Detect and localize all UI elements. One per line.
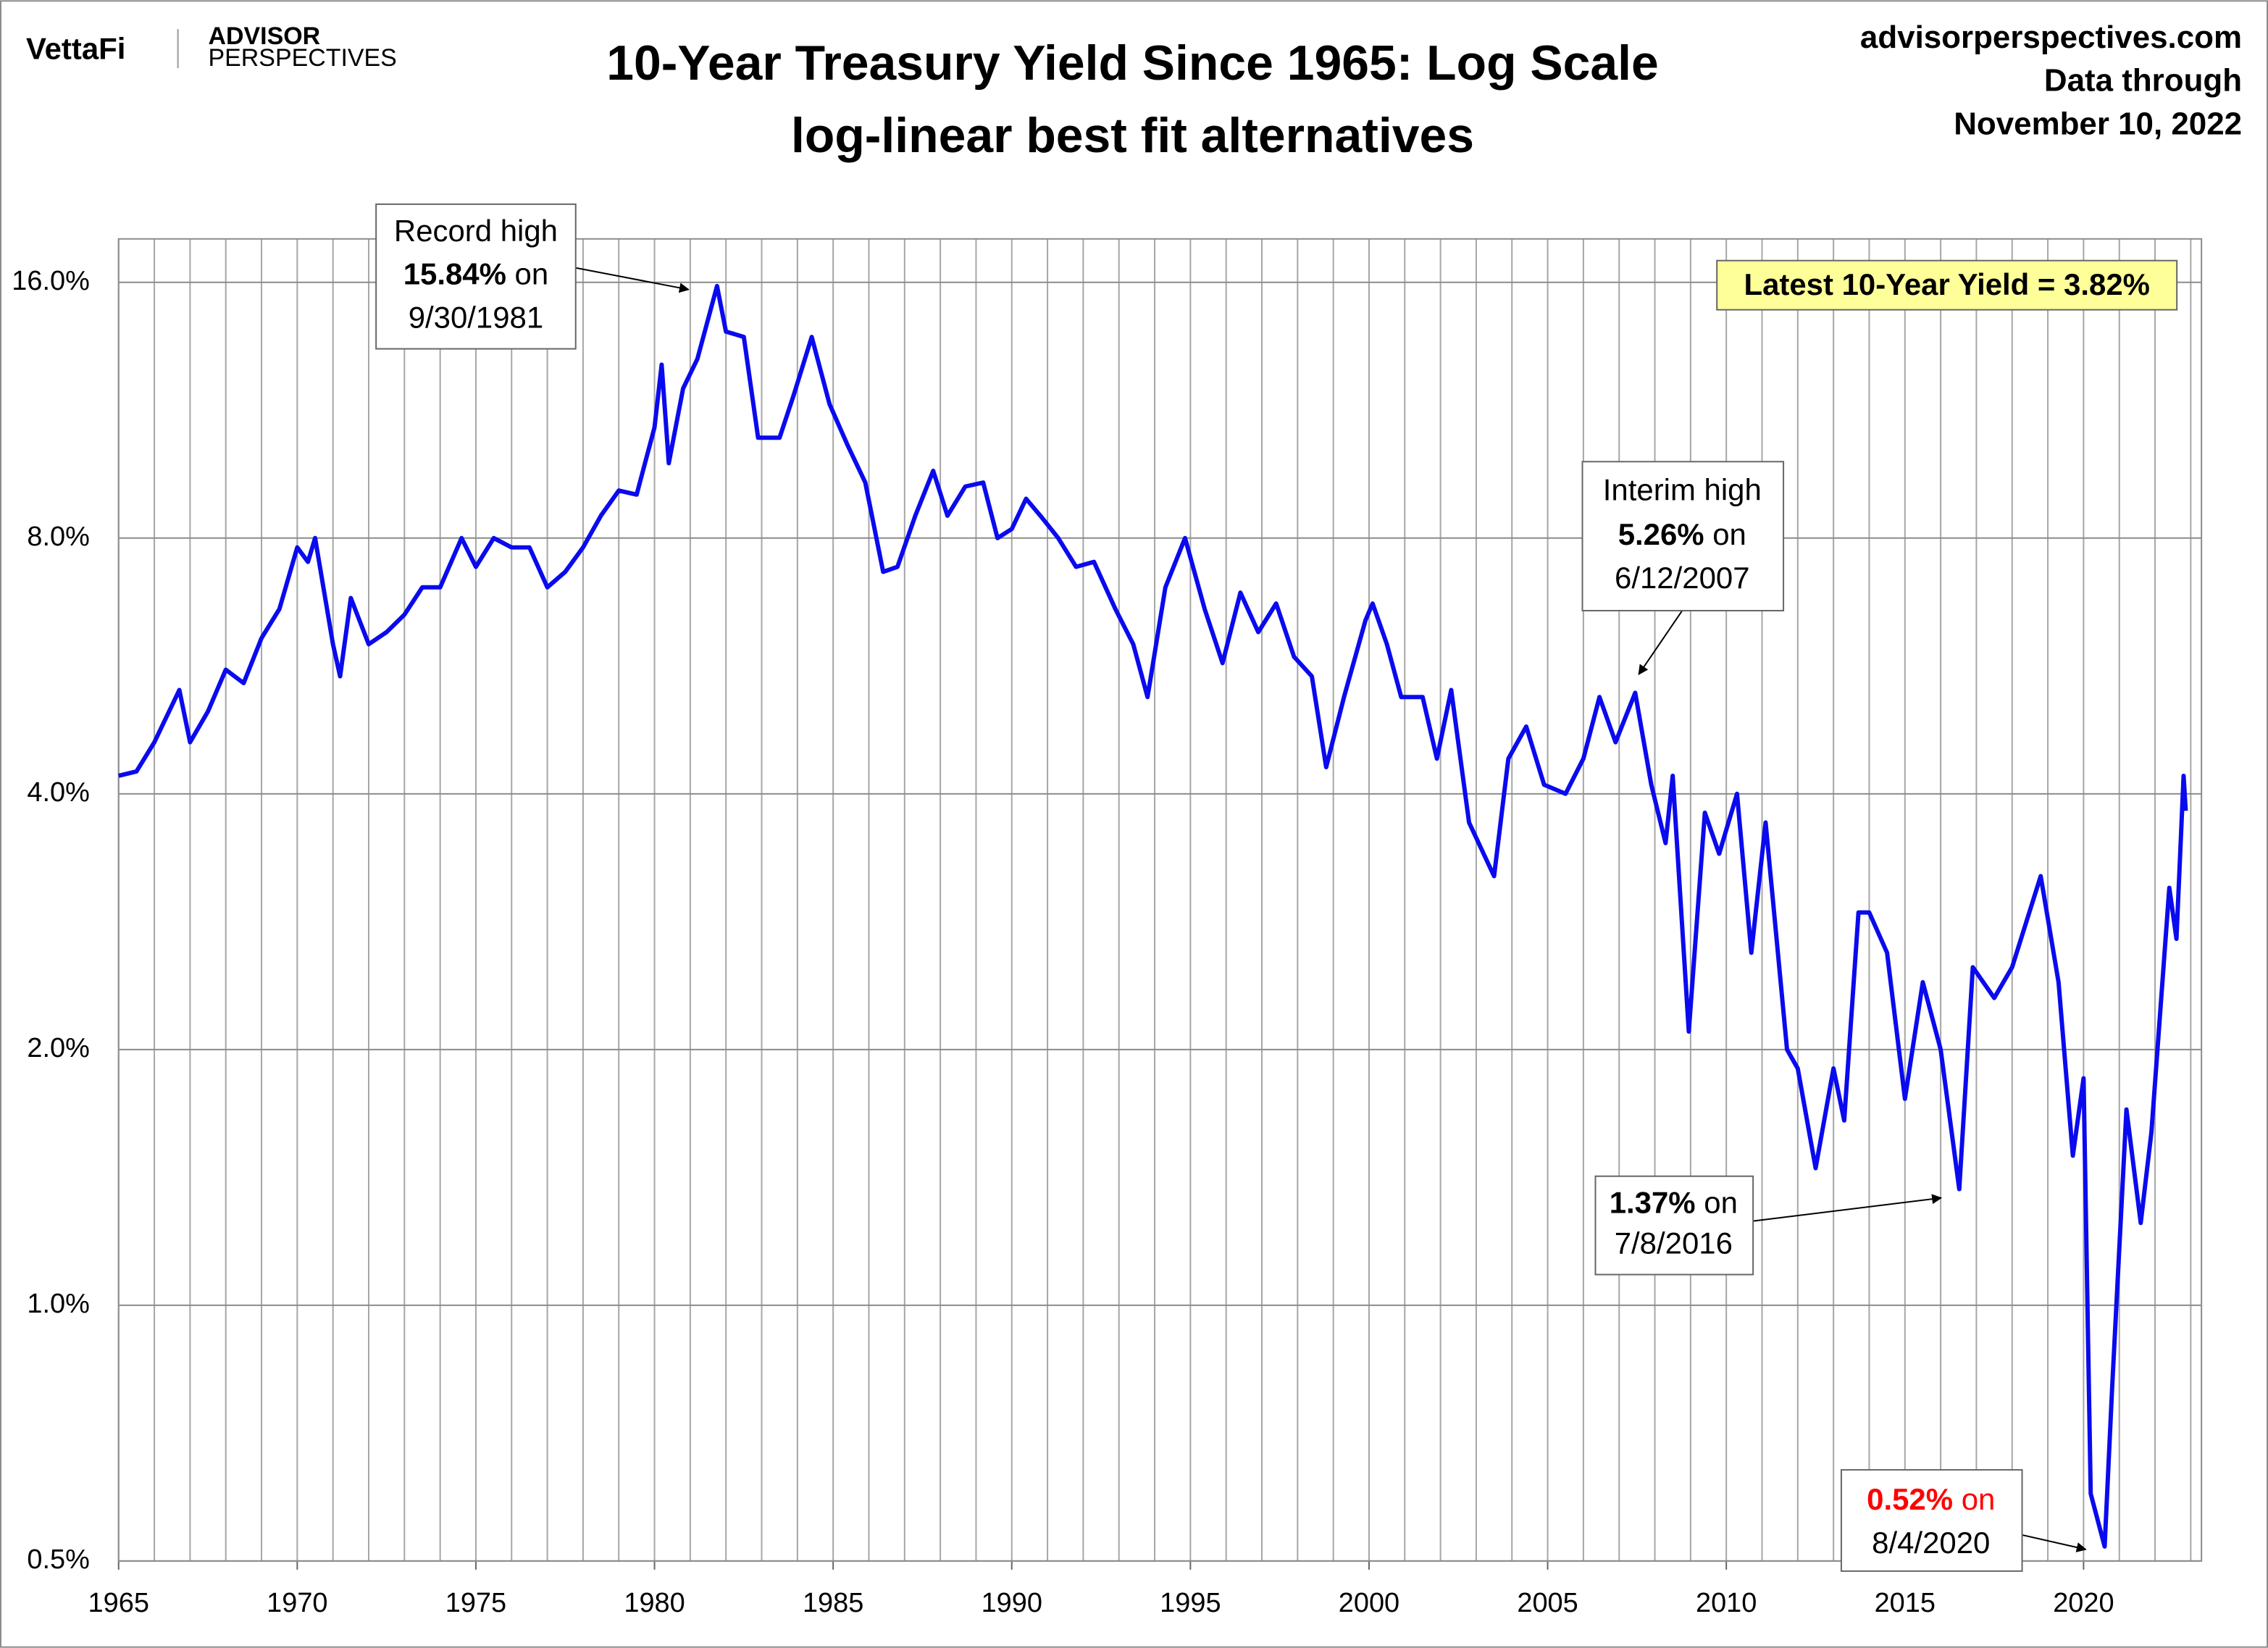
annotation-text: Interim high xyxy=(1603,472,1762,506)
data-date: November 10, 2022 xyxy=(1954,106,2242,142)
x-tick-label: 2020 xyxy=(2053,1588,2114,1618)
x-tick-label: 2000 xyxy=(1339,1588,1399,1618)
annotation-box xyxy=(1716,259,2178,311)
annotation-text: on xyxy=(1962,1482,1996,1516)
y-tick-label: 4.0% xyxy=(27,777,89,808)
annotation-date: 8/4/2020 xyxy=(1872,1526,1990,1560)
data-through: Data through xyxy=(2044,63,2242,99)
y-tick-label: 1.0% xyxy=(27,1289,89,1319)
plot-border xyxy=(117,238,2203,1562)
arrow xyxy=(2022,1534,2087,1552)
annotation-value: 1.37% xyxy=(1610,1186,1696,1220)
x-tick-label: 1970 xyxy=(267,1588,327,1618)
brand2-bottom: PERSPECTIVES xyxy=(209,44,397,72)
grid xyxy=(117,238,2202,1570)
annotation-value: 0.52% xyxy=(1867,1482,1953,1516)
annotation-text: 1.37% on xyxy=(1610,1186,1738,1220)
x-tick-label: 2005 xyxy=(1517,1588,1578,1618)
y-tick-label: 8.0% xyxy=(27,522,89,552)
arrow xyxy=(1753,1194,1943,1222)
chart-title: 10-Year Treasury Yield Since 1965: Log S… xyxy=(606,36,1659,91)
x-tick-label: 2010 xyxy=(1696,1588,1757,1618)
annotation-low-2020: 0.52% on 8/4/2020 xyxy=(1840,1469,2087,1572)
annotation-text: Record high xyxy=(394,214,558,248)
chart-subtitle: log-linear best fit alternatives xyxy=(791,109,1474,163)
y-tick-label: 0.5% xyxy=(27,1544,89,1575)
annotation-text: 0.52% on xyxy=(1867,1482,1995,1516)
brand: VettaFi xyxy=(26,31,125,65)
y-tick-label: 16.0% xyxy=(12,266,90,296)
site: advisorperspectives.com xyxy=(1860,20,2242,55)
annotation-interim-high: Interim high 5.26% on 6/12/2007 xyxy=(1581,461,1785,675)
annotation-text: 5.26% on xyxy=(1618,517,1746,551)
annotation-text: 15.84% on xyxy=(403,257,548,291)
x-tick-label: 1975 xyxy=(445,1588,506,1618)
x-tick-label: 1985 xyxy=(803,1588,863,1618)
annotation-box xyxy=(1840,1469,2023,1572)
x-tick-label: 1965 xyxy=(88,1588,149,1618)
annotation-value: 5.26% xyxy=(1618,517,1704,551)
annotation-low-2016: 1.37% on 7/8/2016 xyxy=(1594,1175,1943,1276)
annotation-box xyxy=(375,203,577,350)
annotation-text: on xyxy=(1704,1186,1738,1220)
annotation-box xyxy=(1594,1175,1754,1276)
x-tick-label: 2015 xyxy=(1875,1588,1936,1618)
x-tick-label: 1980 xyxy=(624,1588,685,1618)
arrow xyxy=(1638,610,1683,675)
marks xyxy=(118,283,2188,1549)
arrow xyxy=(575,267,690,293)
annotation-text: on xyxy=(515,257,549,291)
brand2-top: ADVISOR xyxy=(209,22,321,50)
annotation-date: 6/12/2007 xyxy=(1615,561,1750,595)
annotation-text: Latest 10-Year Yield = 3.82% xyxy=(1744,267,2149,301)
annotation-value: 15.84% xyxy=(403,257,506,291)
annotation-date: 7/8/2016 xyxy=(1615,1226,1733,1260)
annotation-date: 9/30/1981 xyxy=(409,301,544,335)
annotation-box xyxy=(1581,461,1785,611)
x-tick-label: 1990 xyxy=(982,1588,1042,1618)
x-tick-label: 1995 xyxy=(1160,1588,1221,1618)
y-tick-label: 2.0% xyxy=(27,1033,89,1063)
yield-line xyxy=(118,283,2188,1549)
annotation-text: on xyxy=(1712,517,1746,551)
annotation-latest: Latest 10-Year Yield = 3.82% xyxy=(1716,259,2178,311)
annotation-record-high: Record high 15.84% on 9/30/1981 xyxy=(375,203,690,350)
